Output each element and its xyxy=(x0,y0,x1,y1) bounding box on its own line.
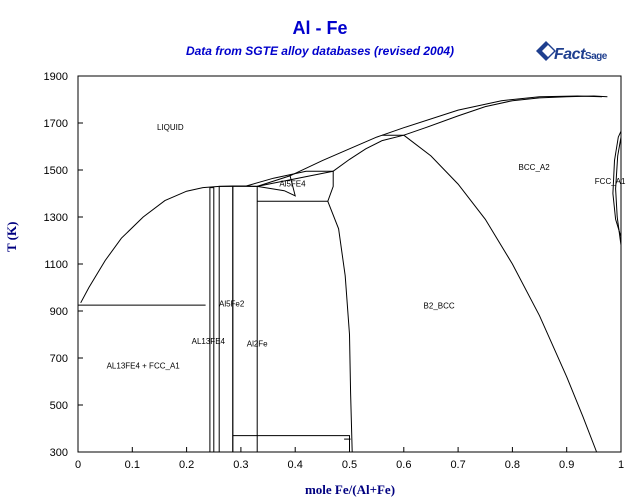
region-label: LIQUID xyxy=(157,123,184,132)
y-tick-label: 1100 xyxy=(44,259,68,271)
region-label: Al5FE4 xyxy=(279,179,306,188)
region-label: Al2Fe xyxy=(247,339,268,348)
y-tick-label: 500 xyxy=(50,400,68,412)
x-tick-label: 0.7 xyxy=(450,459,465,471)
phase-boundary-1 xyxy=(80,185,258,304)
phase-boundary-6 xyxy=(403,134,598,453)
region-label: FCC_A1 xyxy=(595,177,626,186)
x-tick-label: 0.3 xyxy=(233,459,248,471)
x-tick-label: 0.4 xyxy=(288,459,303,471)
y-tick-label: 1900 xyxy=(44,71,68,83)
phase-boundary-2 xyxy=(257,95,603,187)
region-labels: LIQUID BCC_A2 FCC_A1 Al5FE4 Al5Fe2 B2_BCC AL13… xyxy=(107,123,626,371)
phase-boundary-17 xyxy=(615,137,622,246)
x-tick-label: 1 xyxy=(618,459,624,471)
phase-boundary-11 xyxy=(209,187,215,452)
phase-boundary-4 xyxy=(332,95,608,172)
factsage-logo-text: FactSage xyxy=(554,46,607,63)
plot-frame xyxy=(77,75,622,453)
phase-boundary-14 xyxy=(232,435,350,452)
region-label: BCC_A2 xyxy=(519,163,551,172)
axis-ticks: 0 0.1 0.2 0.3 0.4 0.5 0.6 0.7 0.8 0.9 130050070090… xyxy=(44,71,625,471)
region-label: AL13FE4 + FCC_A1 xyxy=(107,362,181,371)
x-tick-label: 0.8 xyxy=(505,459,520,471)
y-tick-label: 1500 xyxy=(44,165,68,177)
x-tick-label: 0.5 xyxy=(342,459,357,471)
phase-boundary-16 xyxy=(612,130,622,238)
factsage-logo-icon xyxy=(536,41,556,61)
y-tick-label: 1700 xyxy=(44,118,68,130)
region-label: B2_BCC xyxy=(424,302,455,311)
x-tick-label: 0.2 xyxy=(179,459,194,471)
phase-boundary-7 xyxy=(257,174,296,197)
phase-boundaries xyxy=(78,95,622,453)
region-label: AL13FE4 xyxy=(192,337,226,346)
chart-title: Al - Fe xyxy=(292,18,348,38)
x-tick-label: 0.1 xyxy=(125,459,140,471)
x-axis-label: mole Fe/(Al+Fe) xyxy=(304,482,396,497)
chart-subtitle: Data from SGTE alloy databases (revised … xyxy=(185,44,455,58)
y-tick-label: 1300 xyxy=(44,212,68,224)
x-tick-label: 0.6 xyxy=(396,459,411,471)
region-label: Al5Fe2 xyxy=(219,299,245,308)
phase-boundary-13 xyxy=(232,185,258,452)
x-tick-label: 0 xyxy=(75,459,81,471)
phase-boundary-12 xyxy=(218,185,234,452)
phase-boundary-9 xyxy=(327,201,353,453)
phase-boundary-8 xyxy=(257,170,334,202)
y-tick-label: 700 xyxy=(50,353,68,365)
y-tick-label: 900 xyxy=(50,306,68,318)
y-tick-label: 300 xyxy=(50,447,68,459)
x-tick-label: 0.9 xyxy=(559,459,574,471)
